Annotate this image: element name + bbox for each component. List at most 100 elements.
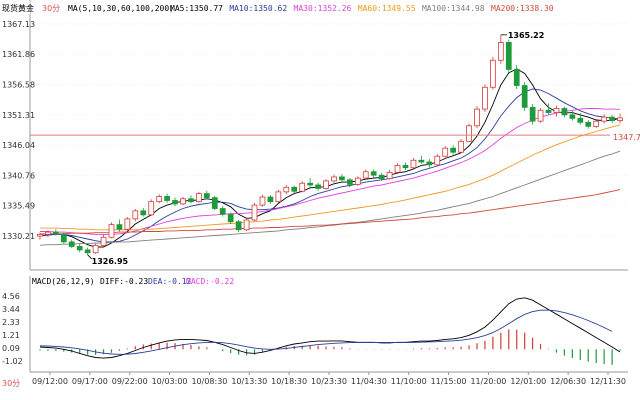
candle-body — [108, 224, 115, 238]
candle — [490, 56, 496, 90]
candle-body — [529, 106, 536, 122]
candle — [537, 107, 544, 123]
candle — [251, 202, 258, 222]
candle — [211, 195, 218, 211]
time-tick-label: 11/20:00 — [470, 377, 506, 386]
candle — [386, 170, 393, 180]
candle-body — [362, 171, 369, 179]
macd-dea-line — [39, 309, 613, 355]
macd-diff-line — [39, 297, 621, 359]
candle — [219, 206, 226, 217]
ma-legend-item: MA200:1338.30 — [491, 4, 554, 13]
candle — [275, 189, 282, 203]
candle-body — [299, 182, 306, 192]
candle — [553, 105, 560, 117]
candle-body — [196, 193, 202, 203]
period-label[interactable]: 30分 — [42, 4, 60, 13]
price-tick-label: 1346.04 — [2, 141, 35, 150]
time-tick-label: 11/15:00 — [431, 377, 467, 386]
candle-body — [315, 184, 321, 189]
macd-tick-label: -1.02 — [2, 357, 23, 366]
candle — [267, 195, 274, 204]
candle — [259, 194, 266, 207]
candle — [362, 169, 369, 180]
candle — [100, 234, 107, 248]
candle — [156, 194, 163, 204]
candle — [497, 34, 504, 64]
ma-legend: MA5:1350.77 MA10:1350.62 MA30:1352.26 MA60:… — [170, 4, 554, 13]
candle-body — [323, 180, 329, 189]
macd-tick-label: 3.44 — [2, 305, 20, 314]
time-tick-label: 09/17:00 — [72, 377, 108, 386]
time-tick-label: 09/12:00 — [32, 377, 68, 386]
candle — [442, 145, 449, 158]
macd-tick-label: 1.21 — [2, 331, 20, 340]
candle-body — [370, 171, 377, 176]
candle-body — [426, 161, 433, 166]
candle — [307, 178, 313, 188]
candle — [235, 220, 242, 233]
price-annotations: 1365.22 1326.95 1347.78 — [87, 31, 640, 266]
candle — [315, 182, 321, 191]
candle-body — [466, 125, 472, 142]
candle — [585, 120, 592, 129]
chart-header: 现货黄金 30分 MA(5,10,30,60,100,200) MA5:1350… — [0, 1, 554, 14]
candle-body — [219, 208, 226, 215]
candle-body — [148, 201, 155, 216]
candle — [577, 113, 584, 125]
ma-line-ma200 — [40, 189, 621, 235]
time-tick-label: 10/23:30 — [311, 377, 347, 386]
candle — [132, 209, 139, 222]
macd-tick-labels: 4.56 3.44 2.33 1.21 0.09 -1.02 — [2, 292, 23, 366]
candle — [545, 103, 552, 115]
macd-tick-label: 0.09 — [2, 344, 20, 353]
ma-line-ma5 — [39, 68, 621, 248]
candle — [53, 229, 59, 236]
candle — [617, 113, 623, 124]
candle — [140, 207, 147, 217]
candle-body — [172, 200, 178, 205]
price-tick-label: 1361.86 — [2, 50, 35, 59]
time-tick-label: 10/13:30 — [231, 377, 267, 386]
candle-body — [577, 117, 584, 123]
candle-body — [458, 140, 464, 153]
time-tick-label: 11/04:30 — [351, 377, 387, 386]
period-button[interactable] — [0, 1, 30, 14]
bottom-period-label[interactable]: 30分 — [2, 379, 20, 388]
candle — [521, 82, 528, 111]
candle — [370, 169, 377, 178]
time-tick-label: 12/06:30 — [550, 377, 586, 386]
macd-header: MACD(26,12,9) DIFF:-0.23 DEA:-0.12 MACD:… — [32, 277, 234, 286]
ma-line-ma100 — [39, 150, 621, 246]
price-tick-label: 1330.21 — [2, 232, 35, 241]
macd-diff-label: DIFF:-0.23 — [100, 277, 148, 286]
candle-body — [378, 174, 385, 180]
price-tick-label: 1351.31 — [2, 111, 35, 120]
candle-body — [164, 196, 170, 201]
candle-body — [561, 108, 568, 116]
candle — [116, 219, 123, 232]
time-tick-label: 11/10:00 — [391, 377, 427, 386]
candle — [394, 163, 401, 175]
candle-body — [45, 231, 51, 235]
candle-body — [490, 59, 496, 88]
candle — [354, 176, 361, 187]
candle-body — [60, 233, 67, 243]
candle-body — [434, 155, 441, 166]
candle-body — [354, 177, 361, 185]
candle-body — [116, 224, 123, 230]
time-tick-label: 10/18:30 — [271, 377, 307, 386]
candlesticks — [37, 34, 623, 255]
main-grid — [30, 23, 628, 237]
candle-body — [497, 42, 504, 61]
macd-params-label: MACD(26,12,9) — [32, 277, 95, 286]
candle-body — [617, 117, 623, 121]
candle — [426, 159, 433, 168]
candle-body — [569, 114, 576, 119]
candle — [60, 232, 67, 244]
candle-body — [450, 147, 457, 153]
candle — [148, 199, 155, 216]
high-price-label: 1365.22 — [508, 31, 544, 40]
price-tick-label: 1335.49 — [2, 202, 35, 211]
macd-value-label: MACD:-0.22 — [186, 277, 234, 286]
